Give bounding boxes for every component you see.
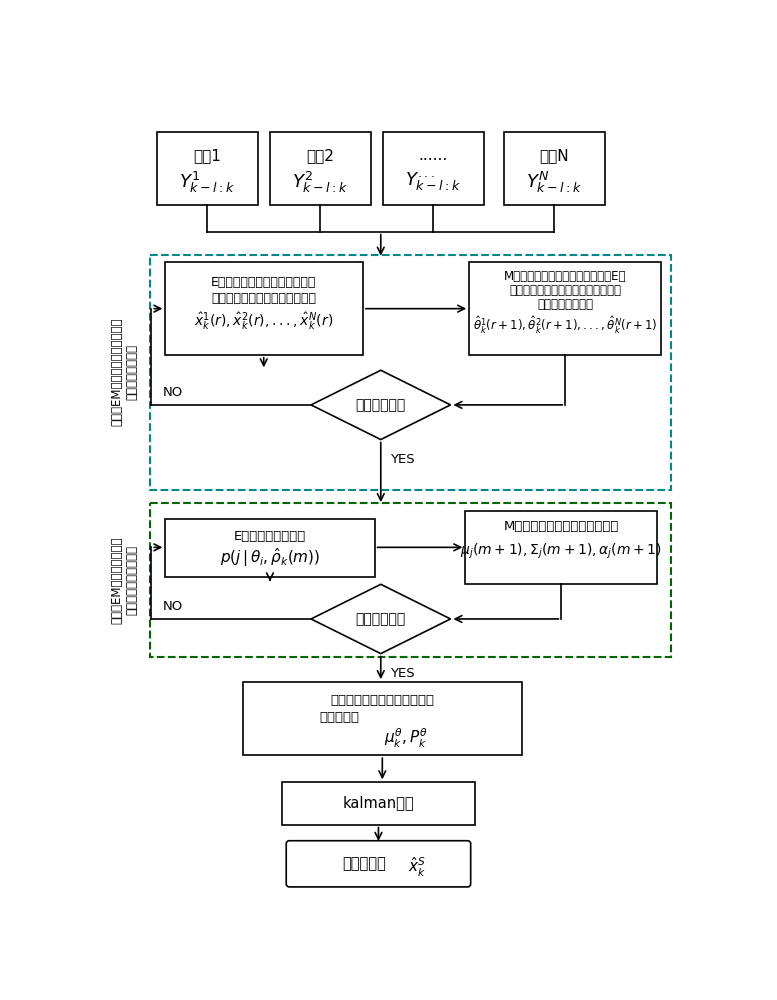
FancyBboxPatch shape — [286, 841, 471, 887]
Bar — [150, 503, 671, 657]
Text: 値和协方差: 値和协方差 — [319, 711, 360, 724]
Text: E步：计算似然函数: E步：计算似然函数 — [234, 530, 306, 543]
Text: 第二层EM：混合高斯拟合
未知干扰均值和协方差: 第二层EM：混合高斯拟合 未知干扰均值和协方差 — [110, 537, 138, 624]
Text: E步：根据各雳达的独立量测，: E步：根据各雳达的独立量测， — [211, 276, 316, 289]
Text: $Y^{1}_{k-l:k}$: $Y^{1}_{k-l:k}$ — [179, 170, 235, 195]
Text: YES: YES — [390, 667, 415, 680]
Text: YES: YES — [390, 453, 415, 466]
Text: $\mu^{\theta}_{k}, P^{\theta}_{k}$: $\mu^{\theta}_{k}, P^{\theta}_{k}$ — [384, 727, 427, 750]
Text: M步：更新混合高斯分项参数値: M步：更新混合高斯分项参数値 — [503, 520, 619, 533]
Text: $p(j\,|\,\theta_i, \hat{\rho}_k(m))$: $p(j\,|\,\theta_i, \hat{\rho}_k(m))$ — [220, 546, 320, 569]
Text: 雳其1: 雳其1 — [193, 148, 221, 163]
Bar — [243, 682, 522, 755]
Text: 雳其N: 雳其N — [539, 148, 570, 163]
Bar — [465, 511, 657, 584]
Polygon shape — [311, 370, 451, 440]
Text: NO: NO — [163, 386, 183, 399]
Text: 状态估计値: 状态估计値 — [343, 856, 386, 871]
Text: $Y^{...}_{k-l:k}$: $Y^{...}_{k-l:k}$ — [406, 170, 462, 192]
Text: 独立的状态估计値，各滤波器并行地: 独立的状态估计値，各滤波器并行地 — [509, 284, 622, 297]
Text: 雳其2: 雳其2 — [306, 148, 334, 163]
Bar — [157, 132, 257, 205]
Bar — [281, 782, 476, 825]
Bar — [166, 262, 363, 355]
Polygon shape — [311, 584, 451, 654]
Text: 各滤波器并行地对状态进行估计: 各滤波器并行地对状态进行估计 — [211, 292, 316, 305]
Bar — [150, 255, 671, 490]
Text: 迭代终止条件: 迭代终止条件 — [356, 612, 406, 626]
Bar — [270, 132, 371, 205]
Text: 迭代终止条件: 迭代终止条件 — [356, 398, 406, 412]
Text: $\mu_j(m+1), \Sigma_j(m+1), \alpha_j(m+1)$: $\mu_j(m+1), \Sigma_j(m+1), \alpha_j(m+1… — [460, 542, 662, 561]
Bar — [166, 519, 375, 577]
Bar — [383, 132, 484, 205]
Text: $\hat{\theta}^{1}_{k}(r+1), \hat{\theta}^{2}_{k}(r+1),...,\hat{\theta}^{N}_{k}(r: $\hat{\theta}^{1}_{k}(r+1), \hat{\theta}… — [473, 315, 657, 336]
Text: ......: ...... — [419, 148, 448, 163]
Text: 拟合未知干扰辨识値总体的均: 拟合未知干扰辨识値总体的均 — [330, 694, 434, 707]
Text: $Y^{N}_{k-l:k}$: $Y^{N}_{k-l:k}$ — [526, 170, 583, 195]
Text: 辨识加性未知干扰: 辨识加性未知干扰 — [537, 298, 593, 311]
Text: NO: NO — [163, 600, 183, 613]
Bar — [504, 132, 605, 205]
Text: $\hat{x}^{1}_{k}(r), \hat{x}^{2}_{k}(r),...,\hat{x}^{N}_{k}(r)$: $\hat{x}^{1}_{k}(r), \hat{x}^{2}_{k}(r),… — [194, 310, 333, 332]
Text: 第一层EM：联合状态估计与量测
加性未知干扰辨识: 第一层EM：联合状态估计与量测 加性未知干扰辨识 — [110, 318, 138, 426]
Text: $Y^{2}_{k-l:k}$: $Y^{2}_{k-l:k}$ — [292, 170, 348, 195]
Text: M步：根据各雳达的独立量测以及E步: M步：根据各雳达的独立量测以及E步 — [504, 270, 626, 283]
Text: kalman滤波: kalman滤波 — [343, 795, 414, 810]
Bar — [469, 262, 661, 355]
Text: $\hat{x}^{S}_{k}$: $\hat{x}^{S}_{k}$ — [408, 855, 427, 879]
